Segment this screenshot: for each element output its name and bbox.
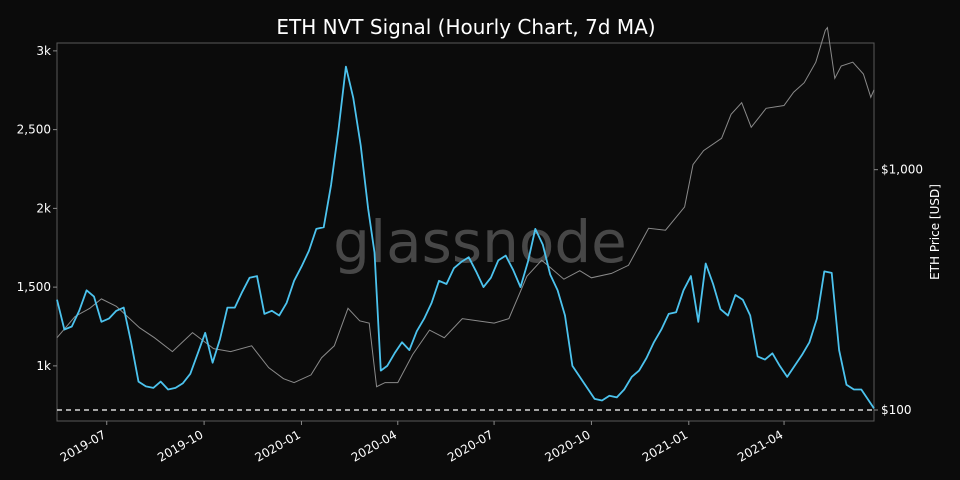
x-tick-label: 2020-07: [445, 427, 495, 464]
left-tick-label: 1k: [36, 359, 51, 373]
left-y-axis: 1k 1,500 2k 2,500 3k: [17, 44, 57, 373]
plot-frame: [56, 42, 875, 422]
right-axis-label: ETH Price [USD]: [928, 184, 942, 280]
right-y-axis: $100 $1,000: [874, 163, 923, 417]
right-tick-label: $100: [881, 403, 912, 417]
x-tick-label: 2020-04: [349, 427, 399, 464]
x-tick-label: 2021-04: [735, 427, 785, 464]
x-tick-label: 2019-07: [58, 427, 108, 464]
x-tick-label: 2021-01: [640, 427, 690, 464]
chart-title: ETH NVT Signal (Hourly Chart, 7d MA): [276, 15, 655, 39]
x-axis: 2019-07 2019-10 2020-01 2020-04 2020-07 2020-…: [58, 421, 786, 465]
right-tick-label: $1,000: [881, 163, 923, 177]
x-tick-label: 2020-01: [253, 427, 303, 464]
left-tick-label: 2,500: [17, 123, 51, 137]
glassnode-watermark: glassnode: [333, 208, 627, 276]
x-tick-label: 2020-10: [543, 427, 593, 464]
left-tick-label: 3k: [36, 44, 51, 58]
nvt-signal-line: [56, 65, 875, 409]
eth-price-line: [56, 26, 875, 388]
left-tick-label: 1,500: [17, 280, 51, 294]
left-tick-label: 2k: [36, 201, 51, 215]
x-tick-label: 2019-10: [155, 427, 205, 464]
